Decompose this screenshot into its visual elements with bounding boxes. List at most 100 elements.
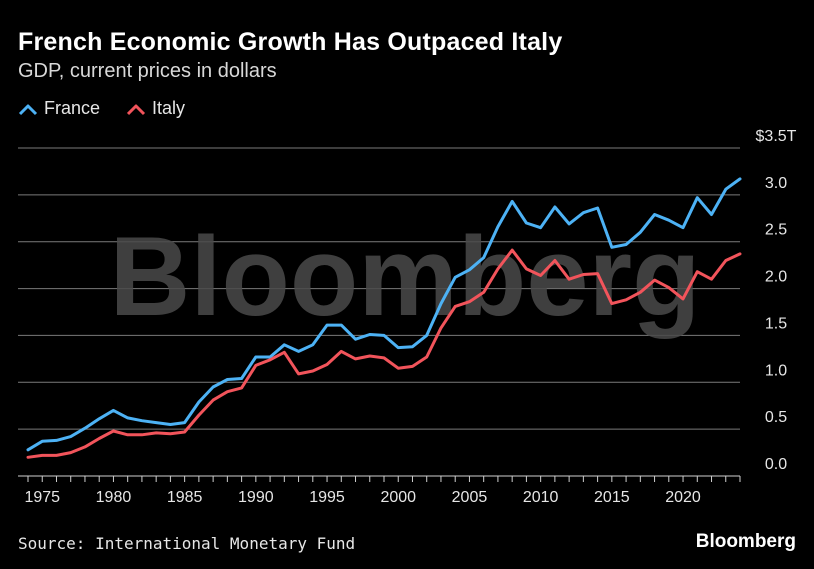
legend-swatch-france-icon (18, 104, 38, 115)
data-point-italy (525, 267, 528, 271)
brand-logo: Bloomberg (695, 531, 796, 552)
data-point-italy (197, 413, 201, 417)
data-point-france (425, 334, 428, 337)
y-tick-label: 1.5 (765, 315, 787, 332)
x-tick-label: 2000 (380, 489, 416, 506)
data-point-france (254, 355, 258, 359)
y-tick-label: 2.5 (765, 222, 787, 239)
data-point-france (83, 427, 87, 430)
data-point-italy (639, 291, 642, 294)
data-point-italy (354, 357, 357, 361)
source-note: Source: International Monetary Fund (18, 534, 356, 553)
data-point-france (354, 337, 357, 341)
data-point-france (98, 417, 101, 421)
data-point-france (653, 213, 656, 216)
data-point-italy (98, 437, 101, 440)
x-tick-label: 2020 (665, 489, 701, 506)
data-point-italy (283, 351, 286, 354)
data-point-italy (126, 433, 129, 436)
data-point-italy (368, 354, 371, 358)
data-point-france (582, 211, 585, 214)
legend-swatch-italy-icon (126, 104, 146, 115)
data-point-italy (653, 278, 656, 282)
data-point-italy (297, 372, 300, 376)
watermark-logo: Bloomberg (109, 214, 700, 339)
data-point-italy (468, 300, 471, 303)
data-point-france (368, 333, 371, 336)
x-tick-label: 2005 (452, 489, 488, 506)
data-point-france (112, 409, 115, 412)
data-point-italy (240, 386, 243, 390)
data-point-france (510, 200, 514, 203)
data-point-italy (211, 398, 215, 402)
data-point-france (667, 218, 670, 222)
data-point-france (696, 196, 699, 199)
data-point-italy (154, 431, 158, 435)
data-point-france (340, 323, 343, 327)
data-point-france (55, 439, 58, 442)
x-tick-label: 1990 (238, 489, 274, 506)
legend-item-france: France (18, 98, 100, 119)
data-point-italy (510, 248, 514, 252)
data-point-france (710, 213, 713, 216)
data-point-italy (596, 272, 599, 275)
data-point-france (397, 346, 400, 349)
series-layer (26, 177, 742, 459)
data-point-france (553, 205, 557, 209)
data-point-france (140, 419, 144, 422)
data-point-italy (55, 454, 58, 457)
data-point-france (610, 246, 614, 249)
data-point-italy (681, 297, 685, 301)
data-point-italy (539, 274, 542, 277)
x-tick-label: 1995 (309, 489, 345, 506)
data-point-france (183, 421, 186, 424)
chart-subtitle: GDP, current prices in dollars (18, 60, 277, 82)
data-point-italy (311, 369, 314, 373)
data-point-italy (268, 358, 272, 361)
data-point-italy (26, 456, 30, 459)
data-point-france (525, 221, 528, 225)
data-point-italy (582, 273, 585, 276)
data-point-italy (382, 356, 386, 360)
data-point-france (567, 222, 571, 226)
data-point-france (26, 448, 30, 451)
data-point-italy (439, 326, 443, 330)
data-point-france (411, 345, 414, 348)
y-tick-label: 1.0 (765, 362, 787, 379)
data-point-france (226, 378, 229, 381)
data-point-france (297, 350, 300, 353)
x-tick-label: 1975 (24, 489, 60, 506)
data-point-france (639, 231, 642, 234)
data-point-france (69, 435, 72, 438)
data-point-france (596, 206, 599, 210)
legend-label-france: France (44, 98, 101, 118)
data-point-italy (454, 305, 457, 308)
data-point-france (496, 225, 500, 228)
data-point-france (482, 256, 485, 259)
data-point-france (439, 302, 443, 305)
data-point-italy (226, 390, 229, 393)
x-tick-label: 1980 (96, 489, 132, 506)
data-point-italy (83, 445, 87, 449)
data-point-france (240, 377, 243, 380)
data-point-italy (425, 355, 428, 359)
data-point-france (681, 226, 685, 229)
data-point-france (283, 343, 286, 346)
data-point-france (41, 440, 44, 443)
y-tick-label: $3.5T (756, 128, 797, 145)
data-point-italy (411, 365, 414, 368)
data-point-france (211, 385, 215, 389)
data-point-france (154, 421, 158, 424)
data-point-france (197, 400, 201, 404)
data-point-france (126, 416, 129, 420)
data-point-france (468, 268, 471, 272)
data-point-italy (140, 433, 144, 436)
data-point-france (382, 334, 386, 337)
data-point-italy (254, 364, 258, 367)
data-point-france (539, 226, 542, 229)
data-point-italy (624, 298, 628, 302)
data-point-italy (667, 286, 670, 289)
data-point-france (724, 188, 727, 191)
data-point-italy (41, 454, 44, 457)
